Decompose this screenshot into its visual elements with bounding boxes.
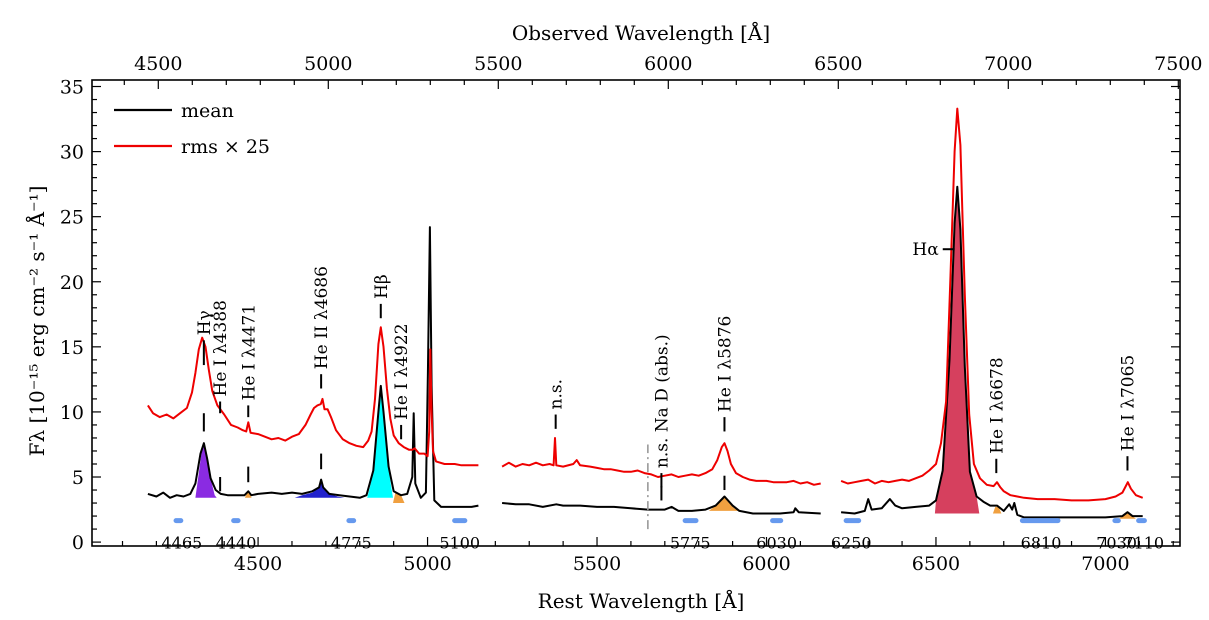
x2-tick-label: 7500	[1154, 53, 1202, 75]
continuum-label-10: 7110	[1123, 534, 1164, 553]
line-label-6: He I λ4922	[392, 323, 412, 419]
x2-tick-label: 5000	[304, 53, 352, 75]
continuum-label-9: 7030	[1096, 534, 1137, 553]
line-label-11: He I λ6678	[987, 357, 1007, 453]
x-tick-label: 7000	[1081, 553, 1129, 575]
y-tick-label: 30	[60, 142, 84, 164]
continuum-label-2: 4440	[216, 534, 257, 553]
mean-spectrum-segment-2	[502, 495, 821, 515]
continuum-label-8: 6810	[1021, 534, 1062, 553]
line-label-1: Hγ	[195, 310, 215, 335]
y-tick-label: 5	[72, 467, 84, 489]
continuum-label-3: 4775	[331, 534, 372, 553]
line-label-12: He I λ7065	[1119, 355, 1139, 451]
x2-tick-label: 5500	[474, 53, 522, 75]
y-tick-label: 35	[60, 77, 84, 99]
x-tick-label: 4500	[234, 553, 282, 575]
y-tick-label: 15	[60, 337, 84, 359]
rms-spectrum-segment-3	[840, 107, 1144, 502]
line-label-4: He II λ4686	[312, 266, 332, 369]
y-tick-label: 0	[72, 532, 84, 554]
y-tick-label: 10	[60, 402, 84, 424]
x2-tick-label: 6500	[814, 53, 862, 75]
top-axis-title: Observed Wavelength [Å]	[512, 20, 770, 45]
y-tick-label: 20	[60, 272, 84, 294]
x2-tick-label: 7000	[984, 53, 1032, 75]
axes: 4500 5000 5500 6000 6500 7000 4500 5000 5500 6000…	[60, 53, 1203, 575]
line-label-8: n.s. Na D (abs.)	[652, 334, 672, 468]
shaded-component-3	[294, 479, 345, 498]
line-label-2: He I λ4388	[211, 300, 231, 396]
x-tick-label: 6500	[912, 553, 960, 575]
x-tick-label: 5500	[573, 553, 621, 575]
bottom-axis-title: Rest Wavelength [Å]	[538, 588, 745, 613]
legend-label-mean: mean	[181, 100, 234, 122]
y-tick-label: 25	[60, 207, 84, 229]
x-tick-label: 6000	[742, 553, 790, 575]
line-label-7: n.s.	[547, 379, 567, 409]
shaded-component-5	[393, 492, 405, 503]
legend-label-rms: rms × 25	[181, 136, 270, 158]
continuum-label-6: 6030	[756, 534, 797, 553]
mean-spectrum-segment-1	[147, 226, 479, 508]
plot-frame	[91, 79, 1181, 547]
line-label-10: Hα	[912, 240, 939, 260]
mean-spectrum-segment-3	[841, 185, 1143, 519]
legend: mean rms × 25	[114, 100, 270, 158]
shaded-component-9	[1119, 512, 1136, 519]
line-label-3: He I λ4471	[239, 304, 259, 400]
x2-tick-label: 6000	[644, 53, 692, 75]
x-tick-label: 5000	[403, 553, 451, 575]
continuum-label-5: 5775	[670, 534, 711, 553]
shaded-component-1	[195, 443, 217, 498]
line-label-5: Hβ	[372, 274, 392, 299]
shaded-component-6	[708, 496, 740, 511]
rms-spectrum-segment-1	[147, 326, 479, 467]
shaded-component-2	[244, 491, 252, 498]
y-axis-title: Fλ [10⁻¹⁵ erg cm⁻² s⁻¹ Å⁻¹]	[24, 186, 49, 457]
continuum-label-7: 6250	[831, 534, 872, 553]
line-label-9: He I λ5876	[716, 316, 736, 412]
continuum-label-1: 4465	[161, 534, 202, 553]
x2-tick-label: 4500	[134, 53, 182, 75]
continuum-label-4: 5100	[439, 534, 480, 553]
